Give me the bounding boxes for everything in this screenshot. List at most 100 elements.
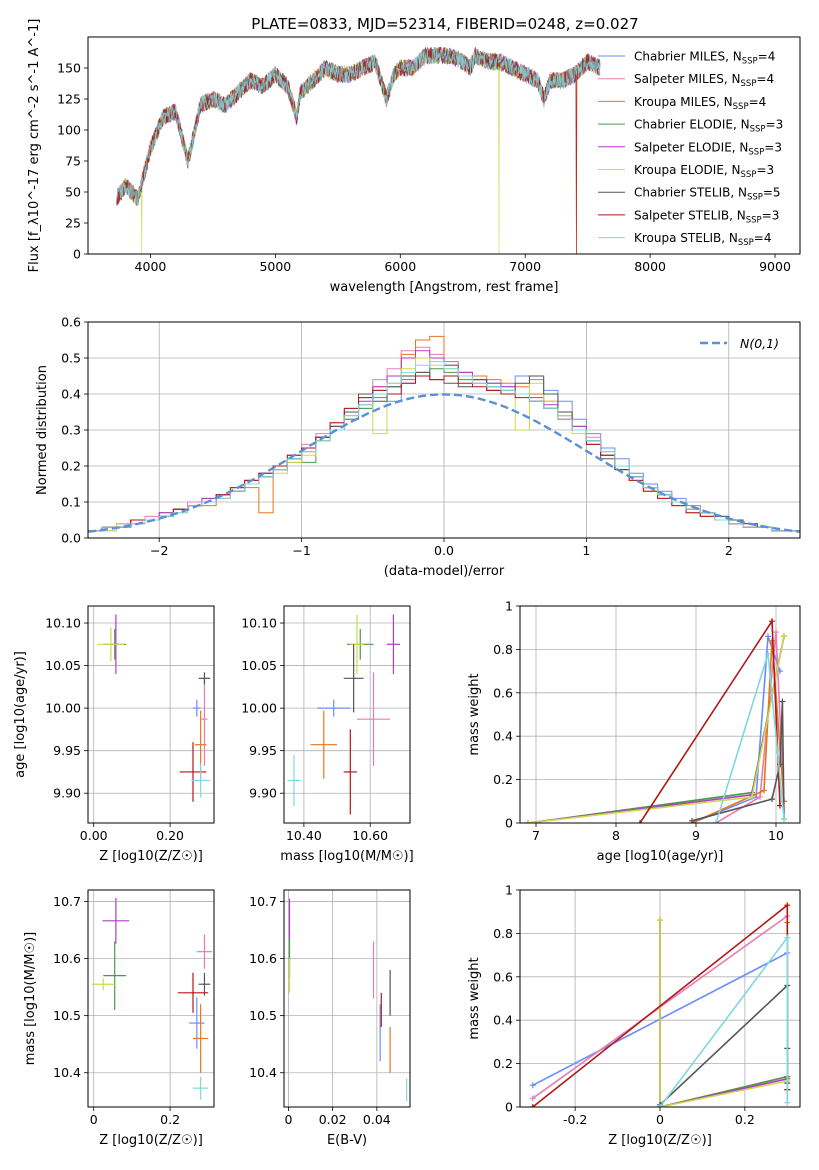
y-tick-label: 10.00 — [241, 701, 277, 716]
y-tick-label: 100 — [57, 123, 81, 138]
legend-label: Salpeter STELIB, NSSP=3 — [634, 208, 779, 225]
weight-marker — [769, 618, 775, 625]
weight-marker — [529, 1082, 536, 1089]
weight-line-2 — [691, 640, 785, 823]
errorbar-points — [97, 614, 211, 802]
y-tick-label: 0 — [73, 247, 81, 262]
errorbar-point-5 — [350, 614, 364, 675]
legend-model-name: Chabrier MILES, N — [634, 50, 742, 64]
y-axis-label: Normed distribution — [35, 365, 50, 495]
weight-marker — [529, 1104, 536, 1107]
y-tick-label: 0.8 — [493, 642, 513, 657]
legend-label: Salpeter MILES, NSSP=4 — [634, 72, 774, 89]
legend-model-name: Kroupa MILES, N — [634, 95, 733, 109]
legend-label: Salpeter ELODIE, NSSP=3 — [634, 140, 782, 157]
y-tick-label: 25 — [65, 216, 81, 231]
errorbar-points — [288, 898, 408, 1102]
legend-nssp: =4 — [749, 95, 767, 109]
weight-marker — [784, 934, 791, 941]
legend-model-name: Chabrier STELIB, N — [634, 186, 747, 200]
legend-subscript: SSP — [750, 125, 766, 135]
y-tick-label: 0.4 — [493, 1013, 513, 1028]
x-tick-label: 6000 — [384, 259, 416, 274]
y-tick-label: 10.5 — [53, 1008, 81, 1023]
weight-marker — [765, 650, 771, 657]
legend-nssp: =3 — [764, 140, 782, 154]
y-tick-label: 9.90 — [249, 786, 277, 801]
y-tick-label: 10.00 — [45, 701, 81, 716]
errorbar-point-0 — [317, 699, 351, 717]
x-axis-label: (data-model)/error — [384, 564, 505, 579]
legend-nssp: =4 — [758, 50, 776, 64]
axes-frame — [87, 889, 215, 1108]
axes-frame — [283, 605, 411, 824]
weight-marker — [781, 815, 787, 822]
x-tick-label: 0.2 — [160, 1112, 180, 1127]
normal-reference-curve — [88, 393, 800, 533]
legend-subscript: SSP — [741, 170, 757, 180]
errorbar-point-2 — [310, 710, 338, 779]
y-tick-label: 0.2 — [493, 1056, 513, 1071]
x-axis-label: mass [log10(M/M☉)] — [280, 849, 413, 864]
axes-frame — [87, 321, 801, 539]
errorbar-point-4 — [102, 897, 130, 944]
axes-frame — [519, 889, 801, 1108]
errorbar-point-8 — [193, 1076, 209, 1100]
legend-label: N(0,1) — [740, 336, 779, 351]
x-tick-label: 8 — [612, 828, 620, 843]
weight-marker — [761, 787, 767, 794]
errorbar-point-6 — [198, 972, 211, 996]
errorbar-point-5 — [97, 627, 125, 662]
errorbar-point-2 — [193, 1004, 209, 1073]
x-tick-label: 10.40 — [286, 828, 322, 843]
x-tick-label: 7000 — [509, 259, 541, 274]
legend-nssp: =3 — [766, 118, 784, 132]
x-tick-label: −2 — [150, 543, 168, 558]
plots-layer: 4000 5000 6000 7000 8000 90000255075100125150… — [13, 19, 801, 1148]
weight-series — [525, 618, 787, 823]
x-axis-label: Z [log10(Z/Z☉)] — [99, 1133, 203, 1148]
errorbar-point-1 — [201, 672, 208, 766]
legend-model-name: Kroupa STELIB, N — [634, 231, 738, 245]
weight-marker — [637, 820, 643, 823]
weight-marker — [769, 796, 775, 803]
y-tick-label: 150 — [57, 61, 81, 76]
y-tick-label: 10.05 — [45, 658, 81, 673]
y-tick-label: 10.7 — [53, 894, 81, 909]
weight-marker — [529, 1095, 536, 1102]
y-tick-label: 10.6 — [249, 951, 277, 966]
y-tick-label: 1 — [505, 599, 513, 614]
legend-label: Kroupa MILES, NSSP=4 — [634, 95, 766, 112]
weight-marker — [525, 820, 531, 823]
axes-mass_vs_ebv: 0 0.02 0.04 10.4 10.5 10.6 10.7 E(B-V) — [249, 889, 411, 1148]
axes-spectrum: 4000 5000 6000 7000 8000 9000 0 25 50 75 100 125 150… — [27, 19, 801, 295]
y-tick-label: 10.05 — [241, 658, 277, 673]
errorbar-point-6 — [198, 672, 211, 685]
y-tick-label: 9.90 — [53, 786, 81, 801]
axes-weight_vs_age: 7 8 9 10 0 0.2 0.4 0.6 0.8 1 age [log10(age/yr)] ma… — [467, 599, 801, 864]
y-tick-label: 10.10 — [241, 616, 277, 631]
spectrum-line-8 — [116, 46, 601, 206]
y-tick-label: 75 — [65, 154, 81, 169]
axes-frame — [87, 605, 215, 824]
legend-label: Chabrier ELODIE, NSSP=3 — [634, 118, 783, 135]
y-axis-label: age [log10(age/yr)] — [13, 651, 28, 778]
errorbar-point-4 — [386, 614, 401, 675]
y-tick-label: 0.0 — [61, 531, 81, 546]
y-axis-label: Flux [f_λ10^-17 erg cm^-2 s^-1 A^-1] — [27, 19, 42, 273]
errorbar-points — [91, 897, 213, 1100]
y-tick-label: 10.4 — [249, 1065, 277, 1080]
legend-subscript: SSP — [733, 102, 749, 112]
legend-subscript: SSP — [742, 57, 758, 67]
x-tick-label: 0.02 — [319, 1112, 347, 1127]
x-tick-label: 0 — [656, 1112, 664, 1127]
spectrum-lines — [116, 46, 601, 254]
x-tick-label: 8000 — [634, 259, 666, 274]
legend-nssp: =5 — [763, 186, 781, 200]
weight-marker — [784, 902, 791, 909]
weight-marker — [765, 633, 771, 640]
x-tick-label: 5000 — [259, 259, 291, 274]
x-tick-label: 1 — [582, 543, 590, 558]
